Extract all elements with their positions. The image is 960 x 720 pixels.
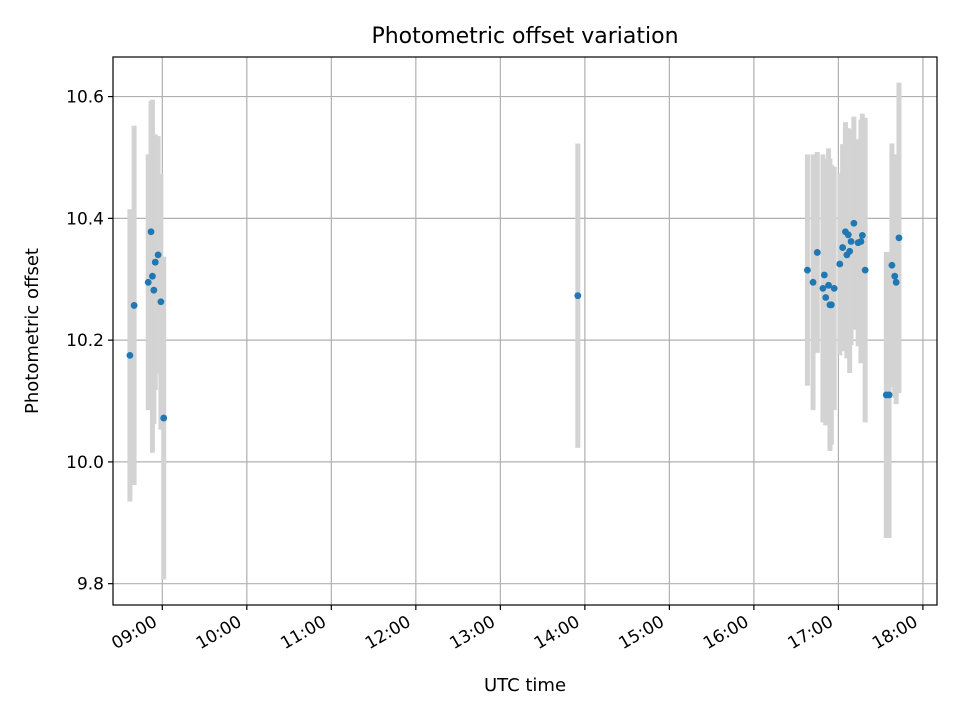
data-point	[130, 302, 138, 309]
data-point	[151, 258, 159, 266]
data-point	[147, 228, 155, 236]
data-point	[157, 298, 165, 306]
data-point	[825, 281, 832, 289]
data-point	[827, 301, 835, 309]
x-axis-label: UTC time	[484, 675, 566, 696]
data-point	[819, 284, 827, 292]
data-point	[150, 286, 158, 294]
data-point	[895, 234, 903, 242]
data-point	[144, 278, 152, 286]
y-tick-label: 10.4	[66, 209, 104, 229]
y-tick-label: 10.6	[66, 88, 104, 108]
y-axis-label: Photometric offset	[22, 248, 43, 414]
data-point	[804, 266, 811, 274]
data-point	[858, 232, 866, 239]
data-point	[830, 284, 838, 292]
data-point	[160, 414, 168, 422]
data-points	[126, 219, 903, 422]
y-tick-label: 10.2	[66, 331, 104, 351]
data-point	[885, 391, 893, 399]
data-point	[126, 351, 134, 359]
data-point	[850, 219, 858, 227]
chart-title: Photometric offset variation	[371, 24, 678, 49]
data-point	[820, 271, 828, 279]
data-point	[892, 278, 900, 286]
plot-area-frame	[112, 56, 938, 606]
data-point	[154, 251, 162, 259]
data-point	[888, 261, 896, 269]
grid-lines	[113, 57, 937, 605]
data-point	[822, 294, 830, 301]
data-point	[857, 238, 865, 245]
y-tick-label: 10.0	[66, 453, 104, 473]
data-point	[891, 272, 899, 280]
data-point	[839, 244, 847, 251]
data-point	[836, 260, 844, 268]
data-point	[846, 247, 854, 255]
data-point	[149, 272, 156, 280]
data-point	[809, 278, 817, 286]
data-point	[847, 238, 855, 245]
data-point	[861, 266, 869, 274]
y-tick-label: 9.8	[77, 575, 104, 595]
data-point	[844, 231, 852, 239]
data-point	[813, 249, 821, 256]
data-point	[574, 292, 582, 300]
y-axis-ticks: 9.8 10.0 10.2 10.4 10.6	[66, 88, 113, 595]
